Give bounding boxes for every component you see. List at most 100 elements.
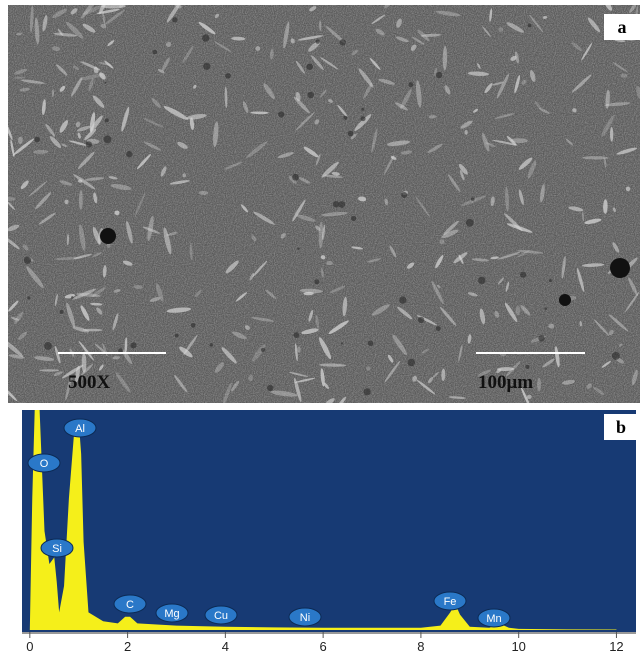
speckle bbox=[506, 135, 517, 146]
speckle bbox=[323, 174, 343, 178]
pore bbox=[332, 201, 340, 208]
pore bbox=[339, 39, 346, 46]
speckle bbox=[8, 387, 18, 402]
speckle bbox=[603, 199, 608, 214]
pore bbox=[478, 276, 486, 285]
speckle bbox=[96, 8, 120, 15]
speckle bbox=[538, 108, 550, 114]
pore bbox=[417, 316, 425, 324]
speckle bbox=[363, 82, 373, 99]
speckle bbox=[88, 78, 94, 92]
speckle bbox=[616, 147, 637, 155]
speckle bbox=[579, 320, 583, 327]
speckle bbox=[542, 15, 548, 19]
speckle bbox=[66, 233, 70, 246]
speckle bbox=[270, 390, 298, 397]
pore bbox=[44, 342, 52, 350]
speckle bbox=[479, 308, 486, 325]
speckle bbox=[96, 307, 103, 315]
speckle bbox=[16, 32, 23, 36]
pore bbox=[343, 115, 348, 120]
speckle bbox=[75, 365, 80, 383]
speckle bbox=[612, 62, 628, 73]
speckle bbox=[277, 152, 294, 159]
pore bbox=[611, 352, 620, 360]
speckle bbox=[169, 180, 190, 185]
speckle bbox=[395, 102, 408, 111]
speckle bbox=[367, 258, 381, 263]
speckle bbox=[174, 375, 188, 393]
speckle bbox=[460, 120, 473, 129]
speckle bbox=[240, 204, 249, 213]
speckle bbox=[319, 20, 322, 32]
speckle bbox=[56, 64, 68, 76]
speckle bbox=[482, 132, 490, 152]
peak-badge bbox=[63, 418, 97, 438]
speckle bbox=[251, 235, 257, 242]
speckle bbox=[82, 5, 103, 15]
pore bbox=[363, 388, 371, 396]
speckle bbox=[177, 141, 188, 149]
speckle bbox=[587, 17, 601, 33]
speckle bbox=[269, 48, 274, 60]
speckle bbox=[189, 243, 193, 261]
speckle bbox=[517, 249, 544, 254]
pore bbox=[278, 111, 285, 118]
speckle bbox=[453, 252, 468, 264]
speckle bbox=[126, 220, 133, 244]
peak-badge bbox=[204, 605, 238, 625]
speckle bbox=[49, 136, 62, 149]
pore bbox=[465, 218, 474, 227]
speckle bbox=[492, 139, 518, 146]
speckle bbox=[288, 176, 297, 184]
speckle bbox=[52, 46, 61, 51]
x-tick-label: 2 bbox=[124, 639, 131, 654]
speckle bbox=[174, 5, 182, 9]
pore bbox=[103, 135, 112, 144]
speckle bbox=[527, 160, 537, 179]
speckle bbox=[427, 376, 434, 384]
pore bbox=[544, 307, 547, 310]
speckle bbox=[297, 346, 301, 353]
speckle bbox=[496, 368, 502, 374]
peak-badge bbox=[155, 603, 189, 623]
pore bbox=[548, 279, 552, 283]
speckle bbox=[143, 141, 161, 151]
speckle bbox=[458, 163, 468, 175]
speckle bbox=[73, 174, 96, 190]
speckle bbox=[383, 155, 395, 175]
speckle bbox=[576, 267, 585, 292]
speckle bbox=[467, 71, 489, 77]
speckle bbox=[253, 211, 275, 225]
speckle bbox=[439, 239, 445, 245]
pore bbox=[519, 271, 527, 278]
speckle bbox=[189, 117, 195, 131]
speckle bbox=[92, 252, 102, 257]
speckle bbox=[601, 360, 611, 368]
speckle bbox=[504, 186, 509, 212]
speckle bbox=[358, 196, 367, 202]
pore bbox=[435, 326, 441, 332]
speckle bbox=[437, 284, 441, 289]
speckle bbox=[561, 256, 566, 279]
peak-label: Al bbox=[75, 423, 85, 435]
speckle bbox=[102, 265, 107, 278]
speckle bbox=[400, 89, 412, 110]
speckle bbox=[411, 36, 425, 45]
speckle bbox=[435, 255, 444, 269]
speckle bbox=[112, 356, 120, 360]
pore bbox=[71, 296, 74, 299]
speckle bbox=[610, 127, 614, 142]
speckle bbox=[477, 63, 481, 69]
speckle bbox=[498, 27, 504, 32]
speckle bbox=[92, 226, 101, 245]
pore bbox=[399, 296, 407, 304]
speckle bbox=[467, 292, 478, 297]
pore bbox=[367, 340, 374, 347]
speckle bbox=[115, 372, 131, 393]
speckle bbox=[136, 154, 151, 170]
peak-badge bbox=[40, 538, 74, 558]
speckle bbox=[608, 329, 614, 336]
speckle bbox=[66, 302, 76, 328]
speckle bbox=[320, 368, 325, 387]
